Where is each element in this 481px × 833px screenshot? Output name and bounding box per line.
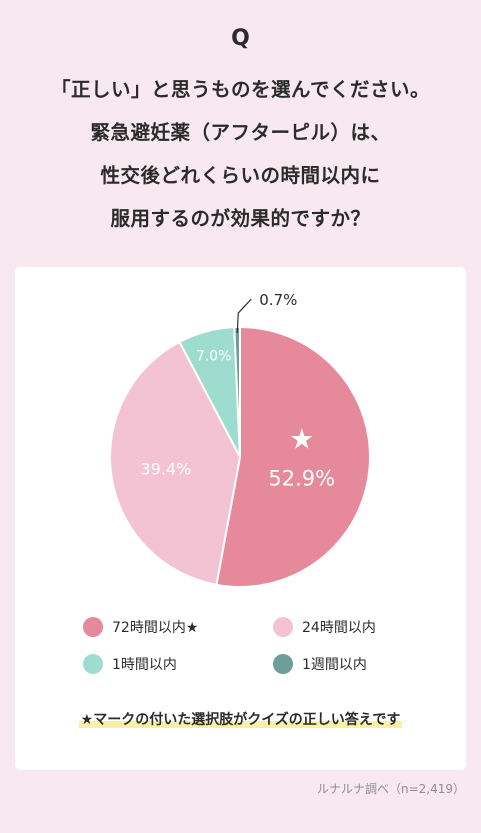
data-label-1h: 7.0% [196,349,232,365]
question-text: 「正しい」と思うものを選んでください。 緊急避妊薬（アフターピル）は、 性交後ど… [0,68,481,240]
answer-note: ★マークの付いた選択肢がクイズの正しい答えです [15,709,466,729]
correct-answer-star: ★ [289,423,314,456]
legend-item-1week: 1週間以内 [273,654,367,674]
legend-item-24h: 24時間以内 [273,617,376,637]
question-line: 「正しい」と思うものを選んでください。 [50,78,431,101]
legend-label: 24時間以内 [302,620,376,636]
source-credit: ルナルナ調べ（n=2,419） [316,782,465,796]
pie-slice-24h [109,340,242,587]
legend-swatch [273,617,293,637]
legend-label: 1週間以内 [302,657,367,673]
question-marker: Q [231,26,250,51]
legend-label: 1時間以内 [112,657,177,673]
data-label-24h: 39.4% [140,459,191,478]
pie-slice-72h [215,325,371,588]
legend-swatch [83,654,103,674]
chart-card: ★ 52.9% 39.4% 7.0% 0.7% 72時間以内★ 24時間以内 1時間以内… [15,267,466,770]
legend-swatch [273,654,293,674]
data-label-1week: 0.7% [259,291,297,309]
pie-chart: ★ 52.9% 39.4% 7.0% 0.7% [109,291,371,588]
legend-swatch [83,617,103,637]
legend-label: 72時間以内★ [112,620,199,636]
answer-note-text: ★マークの付いた選択肢がクイズの正しい答えです [78,712,403,728]
question-line: 服用するのが効果的ですか？ [110,207,371,230]
question-line: 緊急避妊薬（アフターピル）は、 [90,121,391,144]
data-label-72h: 52.9% [268,467,335,491]
legend-item-1h: 1時間以内 [83,654,177,674]
leader-line-1week [236,298,252,334]
legend-item-72h: 72時間以内★ [83,617,198,637]
question-line: 性交後どれくらいの時間以内に [100,164,381,187]
